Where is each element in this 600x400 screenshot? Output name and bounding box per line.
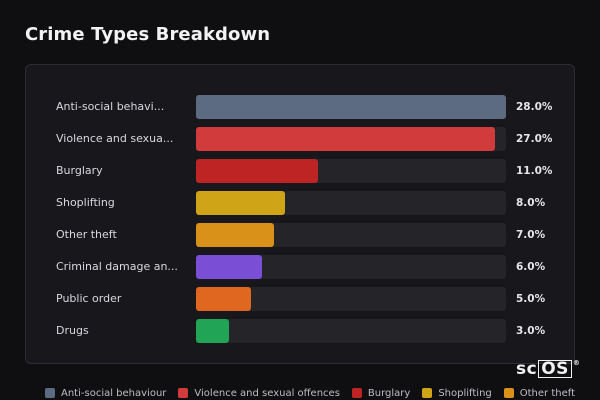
page-title: Crime Types Breakdown xyxy=(25,24,271,45)
logo-boxed-text: OS xyxy=(538,360,572,378)
legend-item: Shoplifting xyxy=(422,386,492,400)
legend-item: Other theft xyxy=(503,386,576,400)
legend-label: Other theft xyxy=(519,387,576,399)
bar-row: Shoplifting 8.0% xyxy=(26,191,574,215)
value-label: 5.0% xyxy=(516,293,546,305)
category-label: Burglary xyxy=(56,164,103,177)
category-label: Criminal damage an... xyxy=(56,260,178,273)
bar-row: Drugs 3.0% xyxy=(26,319,574,343)
legend-item: Anti-social behaviour xyxy=(45,386,166,400)
bar xyxy=(196,319,229,343)
bar xyxy=(196,255,262,279)
bar-row: Other theft 7.0% xyxy=(26,223,574,247)
value-label: 11.0% xyxy=(516,165,553,177)
category-label: Other theft xyxy=(56,228,117,241)
chart-panel: Anti-social behavi... 28.0% Violence and s… xyxy=(25,64,575,364)
bar-track xyxy=(196,255,506,279)
bar-track xyxy=(196,319,506,343)
bar xyxy=(196,191,285,215)
bar-track xyxy=(196,127,506,151)
legend-label: Shoplifting xyxy=(438,387,492,399)
bar-track xyxy=(196,191,506,215)
bar xyxy=(196,223,274,247)
bar-track xyxy=(196,159,506,183)
legend-label: Burglary xyxy=(367,387,411,399)
bar-track xyxy=(196,223,506,247)
legend-item: Burglary xyxy=(351,386,411,400)
category-label: Shoplifting xyxy=(56,196,115,209)
category-label: Violence and sexua... xyxy=(56,132,174,145)
category-label: Anti-social behavi... xyxy=(56,100,165,113)
value-label: 3.0% xyxy=(516,325,546,337)
chart-legend: Anti-social behaviour Violence and sexual… xyxy=(45,386,575,400)
bar-row: Anti-social behavi... 28.0% xyxy=(26,95,574,119)
legend-swatch xyxy=(45,388,55,398)
bar-row: Violence and sexua... 27.0% xyxy=(26,127,574,151)
bar-track xyxy=(196,287,506,311)
legend-swatch xyxy=(178,388,189,398)
legend-label: Violence and sexual offences xyxy=(194,387,340,399)
bar xyxy=(196,287,251,311)
bar xyxy=(196,159,318,183)
category-label: Public order xyxy=(56,292,122,305)
value-label: 28.0% xyxy=(516,101,553,113)
registered-mark: ® xyxy=(572,359,581,367)
legend-item: Violence and sexual offences xyxy=(178,386,340,400)
bar-row: Criminal damage an... 6.0% xyxy=(26,255,574,279)
bar-row: Burglary 11.0% xyxy=(26,159,574,183)
legend-swatch xyxy=(351,388,362,398)
legend-swatch xyxy=(422,388,433,398)
value-label: 27.0% xyxy=(516,133,553,145)
bar-row: Public order 5.0% xyxy=(26,287,574,311)
logo-text: sc xyxy=(516,359,538,379)
value-label: 6.0% xyxy=(516,261,546,273)
bar-track xyxy=(196,95,506,119)
legend-label: Anti-social behaviour xyxy=(61,387,167,399)
value-label: 8.0% xyxy=(516,197,546,209)
value-label: 7.0% xyxy=(516,229,546,241)
legend-swatch xyxy=(503,388,514,398)
bar xyxy=(196,95,506,119)
bar xyxy=(196,127,495,151)
category-label: Drugs xyxy=(56,324,89,337)
scos-logo: sc OS ® xyxy=(516,359,580,379)
